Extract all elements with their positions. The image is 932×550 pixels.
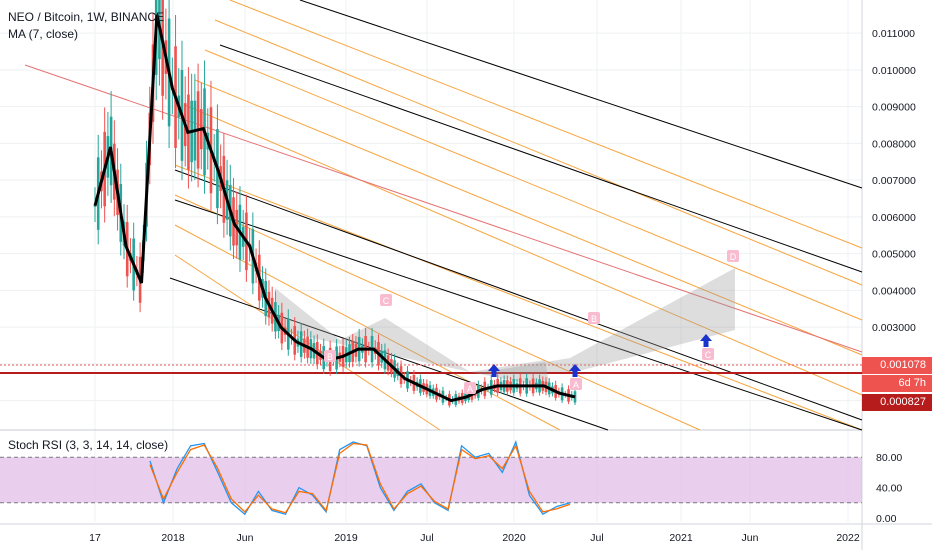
pattern-label-text: C [705,350,712,360]
time-tick-label: 2021 [669,532,693,544]
stoch-d-line [149,442,571,514]
candle-body [573,391,577,403]
stoch-tick-label: 40.00 [876,483,902,495]
orange-channel-line [184,104,863,396]
price-tick-label: 0.005000 [872,249,916,261]
pattern-label-text: A [573,380,579,390]
ma-indicator-label: MA (7, close) [8,27,79,41]
price-tick-label: 0.003000 [872,322,916,334]
orange-channel-line [204,49,863,321]
time-tick-label: 2018 [161,532,185,544]
current-price-tag: 0.001078 [862,357,932,374]
support-price-tag: 0.000827 [862,394,932,411]
price-tick-label: 0.004000 [872,285,916,297]
channel-lines [24,0,863,431]
time-tick-label: 2020 [502,532,526,544]
pattern-label: B [588,312,600,324]
pattern-shape-2 [485,268,735,372]
orange-channel-line [194,79,863,356]
time-tick-label: Jun [742,532,759,544]
pattern-label-box [702,348,714,360]
pattern-label-text: B [591,314,597,324]
orange-channel-line [174,164,863,431]
candle-body [93,205,97,207]
price-tick-label: 0.007000 [872,175,916,187]
chart-legend: NEO / Bitcoin, 1W, BINANCE MA (7, close) [8,9,164,43]
pattern-label: C [380,294,392,306]
orange-channel-line [174,194,701,431]
pattern-label: A [570,378,582,390]
black-channel-line [299,0,863,189]
up-arrow-icon [569,364,581,377]
pattern-label: A [464,382,476,394]
pattern-label-text: B [327,352,333,362]
time-tick-label: 2019 [334,532,358,544]
orange-channel-line [229,0,863,249]
countdown-tag: 6d 7h [862,375,932,392]
pattern-label-text: A [467,384,473,394]
price-tick-label: 0.010000 [872,65,916,77]
pattern-label-box [324,350,336,362]
black-channel-line [169,277,609,431]
pattern-label-text: D [730,252,737,262]
price-tick-label: 0.008000 [872,138,916,150]
pattern-label-text: C [383,296,390,306]
stoch-title: Stoch RSI (3, 3, 14, 14, close) [8,438,168,452]
time-tick-label: 2022 [836,532,860,544]
symbol-title: NEO / Bitcoin, 1W, BINANCE [8,10,165,24]
pattern-label: C [702,348,714,360]
up-arrow-icon [488,364,500,377]
black-channel-line [174,169,863,421]
pattern-label-box [588,312,600,324]
pattern-label: B [324,350,336,362]
pattern-label-box [570,378,582,390]
price-tick-label: 0.009000 [872,102,916,114]
up-arrow-icon [700,334,712,347]
time-tick-label: 17 [89,532,101,544]
black-channel-line [219,44,863,273]
black-channel-line [174,199,863,431]
time-tick-label: Jul [590,532,603,544]
orange-channel-line [214,19,863,286]
pattern-label: D [727,250,739,262]
pattern-label-box [727,250,739,262]
price-tick-label: 0.011000 [872,28,915,40]
red-median-line [24,64,863,353]
pattern-label-box [380,294,392,306]
harmonic-patterns [275,268,735,388]
price-tick-label: 0.006000 [872,212,916,224]
pattern-label-box [464,382,476,394]
stoch-rsi-pane: 80.00 40.00 0.00 Stoch RSI (3, 3, 14, 14, c… [0,438,902,525]
time-tick-label: Jun [237,532,254,544]
stoch-band [0,457,862,503]
stoch-tick-label: 80.00 [876,452,902,464]
time-tick-label: Jul [420,532,433,544]
stoch-tick-label: 0.00 [876,513,897,525]
